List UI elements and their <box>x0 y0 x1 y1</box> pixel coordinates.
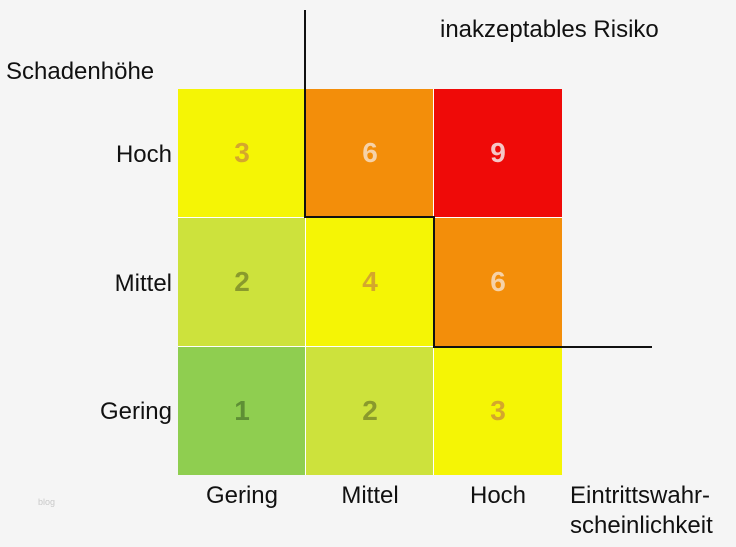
risk-boundary-segment <box>304 10 306 218</box>
cell-gering-hoch: 3 <box>434 347 562 475</box>
x-axis-label-line1: Eintrittswahr- <box>570 482 711 509</box>
risk-boundary-segment <box>433 346 652 348</box>
cell-hoch-hoch: 9 <box>434 89 562 217</box>
grid-divider <box>305 89 306 475</box>
col-label-mittel: Mittel <box>341 482 399 509</box>
row-label-mittel: Mittel <box>114 270 172 297</box>
x-axis-label-line2: scheinlichkeit <box>570 512 713 539</box>
cell-mittel-hoch: 6 <box>434 218 562 346</box>
cell-gering-gering: 1 <box>178 347 306 475</box>
risk-zone-title: inakzeptables Risiko <box>440 16 659 43</box>
col-label-hoch: Hoch <box>469 482 527 509</box>
risk-boundary-segment <box>304 216 435 218</box>
cell-hoch-gering: 3 <box>178 89 306 217</box>
cell-mittel-gering: 2 <box>178 218 306 346</box>
risk-boundary-segment <box>433 216 435 348</box>
grid-divider <box>178 346 562 347</box>
y-axis-label: Schadenhöhe <box>6 58 155 85</box>
row-label-hoch: Hoch <box>115 141 172 168</box>
cell-hoch-mittel: 6 <box>306 89 434 217</box>
watermark: blog <box>38 497 56 507</box>
col-label-gering: Gering <box>205 482 279 509</box>
cell-mittel-mittel: 4 <box>306 218 434 346</box>
cell-gering-mittel: 2 <box>306 347 434 475</box>
row-label-gering: Gering <box>99 398 172 425</box>
